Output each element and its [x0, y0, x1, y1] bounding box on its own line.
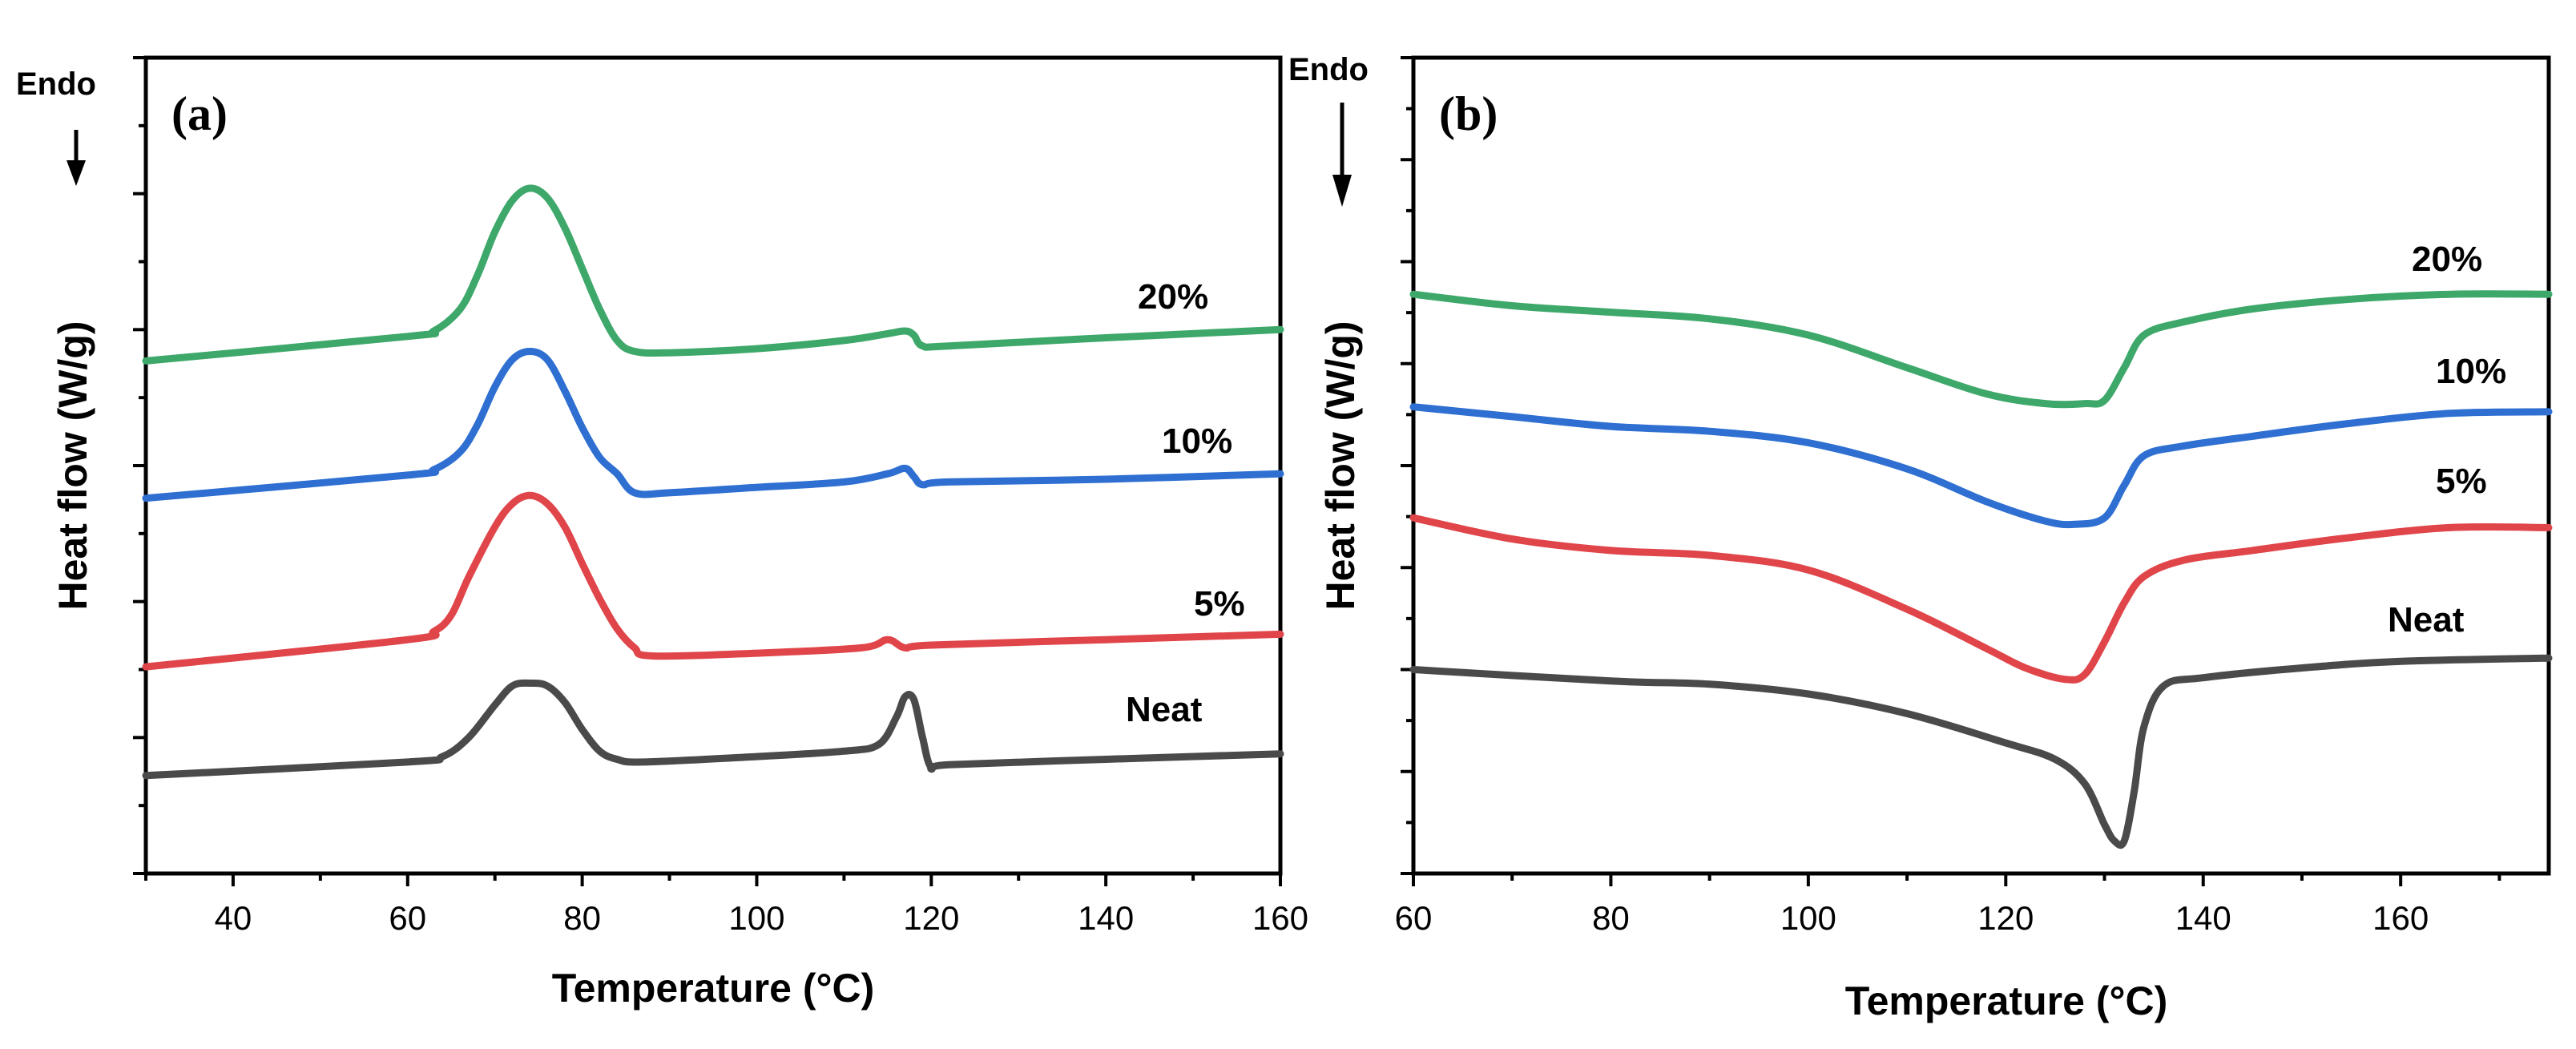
- panel-b-x-ticks: 60 80 100 120 140 160: [1395, 873, 2501, 937]
- panel-a-curves: [142, 184, 1284, 780]
- panel-a-y-axis-title: Heat flow (W/g): [50, 321, 95, 610]
- panel-b: 60 80 100 120 140 160 Neat 5% 10% 20% (b) Endo T…: [1288, 52, 2553, 1023]
- panel-a-x-tick-label: 140: [1078, 899, 1134, 937]
- panel-b-x-tick-label: 60: [1395, 899, 1433, 937]
- panel-a-x-tick-label: 100: [728, 899, 784, 937]
- panel-b-endo-label: Endo: [1288, 52, 1369, 87]
- panel-b-series-label: 5%: [2436, 462, 2487, 501]
- panel-b-y-ticks: [1401, 56, 1413, 875]
- panel-b-series-label: 20%: [2412, 240, 2482, 279]
- panel-b-series-neat: [1409, 654, 2553, 849]
- panel-a-series-label: Neat: [1126, 690, 1203, 729]
- panel-a-x-tick-label: 120: [903, 899, 959, 937]
- panel-b-curves: [1409, 290, 2553, 849]
- panel-b-letter: (b): [1439, 87, 1498, 140]
- panel-b-series-5pct: [1409, 514, 2553, 684]
- panel-a-x-ticks: 40 60 80 100 120 140 160: [144, 873, 1308, 937]
- panel-b-x-tick-label: 140: [2175, 899, 2231, 937]
- panel-b-series-label: 10%: [2436, 352, 2506, 391]
- panel-a-y-ticks: [133, 56, 146, 875]
- panel-a-series-labels: Neat 5% 10% 20%: [1126, 277, 1245, 729]
- panel-b-x-axis-title: Temperature (°C): [1845, 978, 2167, 1023]
- panel-a-x-tick-label: 60: [389, 899, 426, 937]
- panel-b-endo-arrow: [1332, 103, 1352, 207]
- panel-a-series-label: 5%: [1194, 584, 1245, 623]
- panel-b-series-20pct: [1409, 290, 2553, 409]
- panel-b-series-label: Neat: [2388, 600, 2465, 639]
- panel-b-frame: [1411, 55, 2551, 876]
- panel-b-series-10pct: [1409, 403, 2553, 529]
- panel-a-endo-label: Endo: [16, 67, 96, 102]
- panel-a-letter: (a): [171, 87, 228, 140]
- panel-b-y-axis-title: Heat flow (W/g): [1318, 321, 1363, 610]
- panel-a-series-5pct: [142, 491, 1284, 671]
- panel-a-x-axis-title: Temperature (°C): [552, 966, 874, 1011]
- panel-a-x-tick-label: 80: [563, 899, 601, 937]
- panel-b-x-tick-label: 160: [2372, 899, 2429, 937]
- panel-a-x-tick-label: 40: [215, 899, 252, 937]
- panel-a-series-label: 10%: [1162, 422, 1232, 461]
- panel-a-endo-arrow: [67, 130, 86, 186]
- panel-a-series-20pct: [142, 184, 1284, 365]
- panel-a-series-label: 20%: [1138, 277, 1208, 317]
- panel-a-series-neat: [142, 679, 1284, 780]
- panel-a-frame: [143, 55, 1283, 876]
- panel-a-x-tick-label: 160: [1252, 899, 1308, 937]
- panel-a: 40 60 80 100 120 140 160 Neat 5% 10% 20% (a) Endo…: [16, 55, 1308, 1011]
- panel-b-x-tick-label: 80: [1592, 899, 1630, 937]
- panel-b-x-tick-label: 100: [1780, 899, 1836, 937]
- panel-b-series-labels: Neat 5% 10% 20%: [2388, 240, 2506, 639]
- panel-a-series-10pct: [142, 348, 1284, 502]
- panel-b-x-tick-label: 120: [1977, 899, 2034, 937]
